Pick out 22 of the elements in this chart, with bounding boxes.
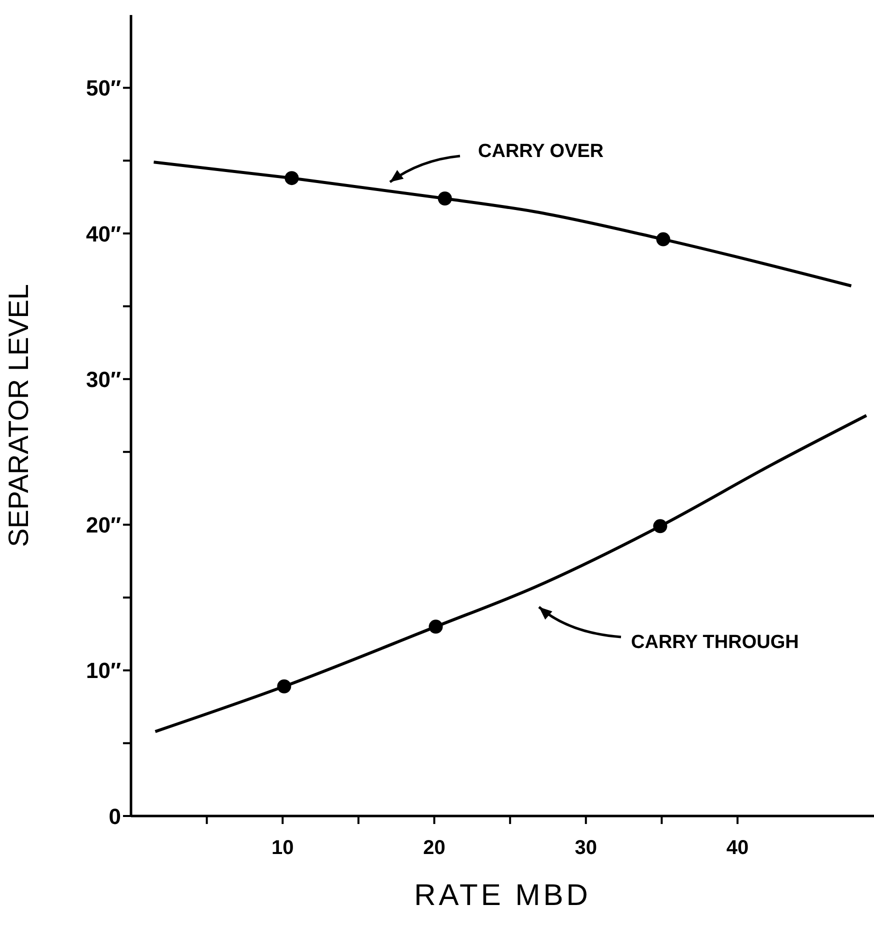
y-tick-label: 0 bbox=[108, 804, 121, 829]
x-tick-label: 10 bbox=[272, 837, 294, 860]
y-tick-label: 50″ bbox=[86, 76, 122, 101]
y-axis-title: SEPARATOR LEVEL bbox=[2, 284, 34, 547]
line-series bbox=[154, 414, 868, 734]
y-tick-label: 40″ bbox=[86, 221, 122, 246]
point bbox=[656, 232, 670, 246]
x-tick-label: 30 bbox=[574, 837, 598, 860]
point bbox=[428, 620, 443, 634]
annotation: CARRY THROUGH bbox=[631, 632, 799, 654]
line-series bbox=[152, 160, 853, 288]
y-tick-label: 20″ bbox=[86, 512, 122, 538]
x-tick-label: 40 bbox=[726, 837, 749, 860]
x-tick-label: 20 bbox=[423, 837, 446, 860]
x-axis-title: RATE MBD bbox=[414, 879, 591, 912]
point bbox=[653, 519, 668, 534]
y-tick-label: 10″ bbox=[86, 658, 122, 684]
y-tick-label: 30″ bbox=[86, 366, 122, 392]
point bbox=[284, 171, 299, 186]
point bbox=[438, 192, 452, 206]
point bbox=[277, 679, 292, 694]
annotation: CARRY OVER bbox=[478, 141, 604, 162]
